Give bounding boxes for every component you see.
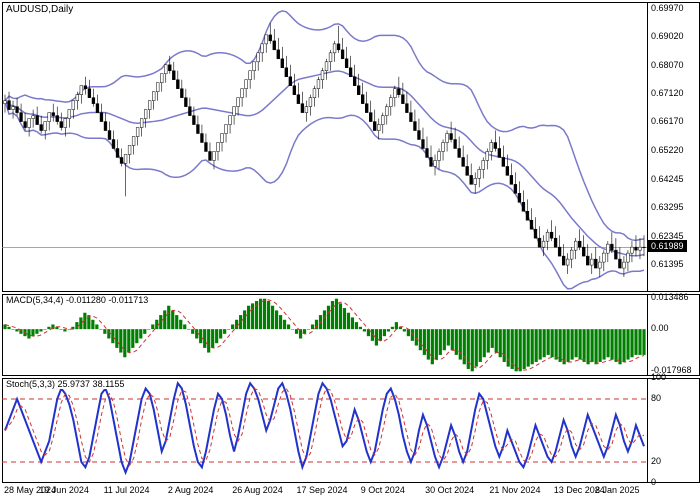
x-tick-label: 19 Jun 2024 bbox=[39, 485, 89, 495]
stoch-ytick-label: 0 bbox=[651, 477, 656, 487]
macd-chart-title: MACD(5,34,4) -0.011280 -0.011713 bbox=[6, 295, 148, 305]
macd-ytick-label: 0.00 bbox=[651, 323, 669, 333]
stoch-chart-title: Stoch(5,3,3) 25.9737 38.1155 bbox=[6, 379, 124, 389]
macd-chart bbox=[2, 294, 647, 376]
price-ytick-label: 0.65220 bbox=[651, 145, 684, 155]
price-ytick-label: 0.67120 bbox=[651, 88, 684, 98]
price-chart-title: AUDUSD,Daily bbox=[6, 4, 73, 15]
price-ytick-label: 0.69970 bbox=[651, 3, 684, 13]
price-ytick-label: 0.63295 bbox=[651, 202, 684, 212]
macd-ytick-label: 0.013486 bbox=[651, 292, 689, 302]
x-tick-label: 9 Oct 2024 bbox=[361, 485, 405, 495]
x-tick-label: 11 Jul 2024 bbox=[104, 485, 150, 495]
stoch-ytick-label: 100 bbox=[651, 372, 666, 382]
x-tick-label: 17 Sep 2024 bbox=[297, 485, 348, 495]
current-price-tag: 0.61989 bbox=[648, 240, 687, 252]
x-tick-label: 30 Oct 2024 bbox=[425, 485, 474, 495]
stoch-ytick-label: 80 bbox=[651, 393, 661, 403]
stoch-ytick-label: 20 bbox=[651, 456, 661, 466]
x-tick-label: 26 Aug 2024 bbox=[232, 485, 283, 495]
price-ytick-label: 0.68070 bbox=[651, 60, 684, 70]
price-chart bbox=[2, 2, 647, 292]
chart-container: AUDUSD,Daily 0.69970 0.69020 0.68070 0.6712… bbox=[0, 0, 700, 500]
x-tick-label: 2 Aug 2024 bbox=[168, 485, 214, 495]
price-ytick-label: 0.64245 bbox=[651, 174, 684, 184]
price-ytick-label: 0.61395 bbox=[651, 259, 684, 269]
x-tick-label: 21 Nov 2024 bbox=[489, 485, 540, 495]
price-ytick-label: 0.69020 bbox=[651, 31, 684, 41]
x-tick-label: 8 Jan 2025 bbox=[595, 485, 640, 495]
price-ytick-label: 0.62345 bbox=[651, 231, 684, 241]
stoch-chart bbox=[2, 378, 647, 483]
price-ytick-label: 0.66170 bbox=[651, 116, 684, 126]
